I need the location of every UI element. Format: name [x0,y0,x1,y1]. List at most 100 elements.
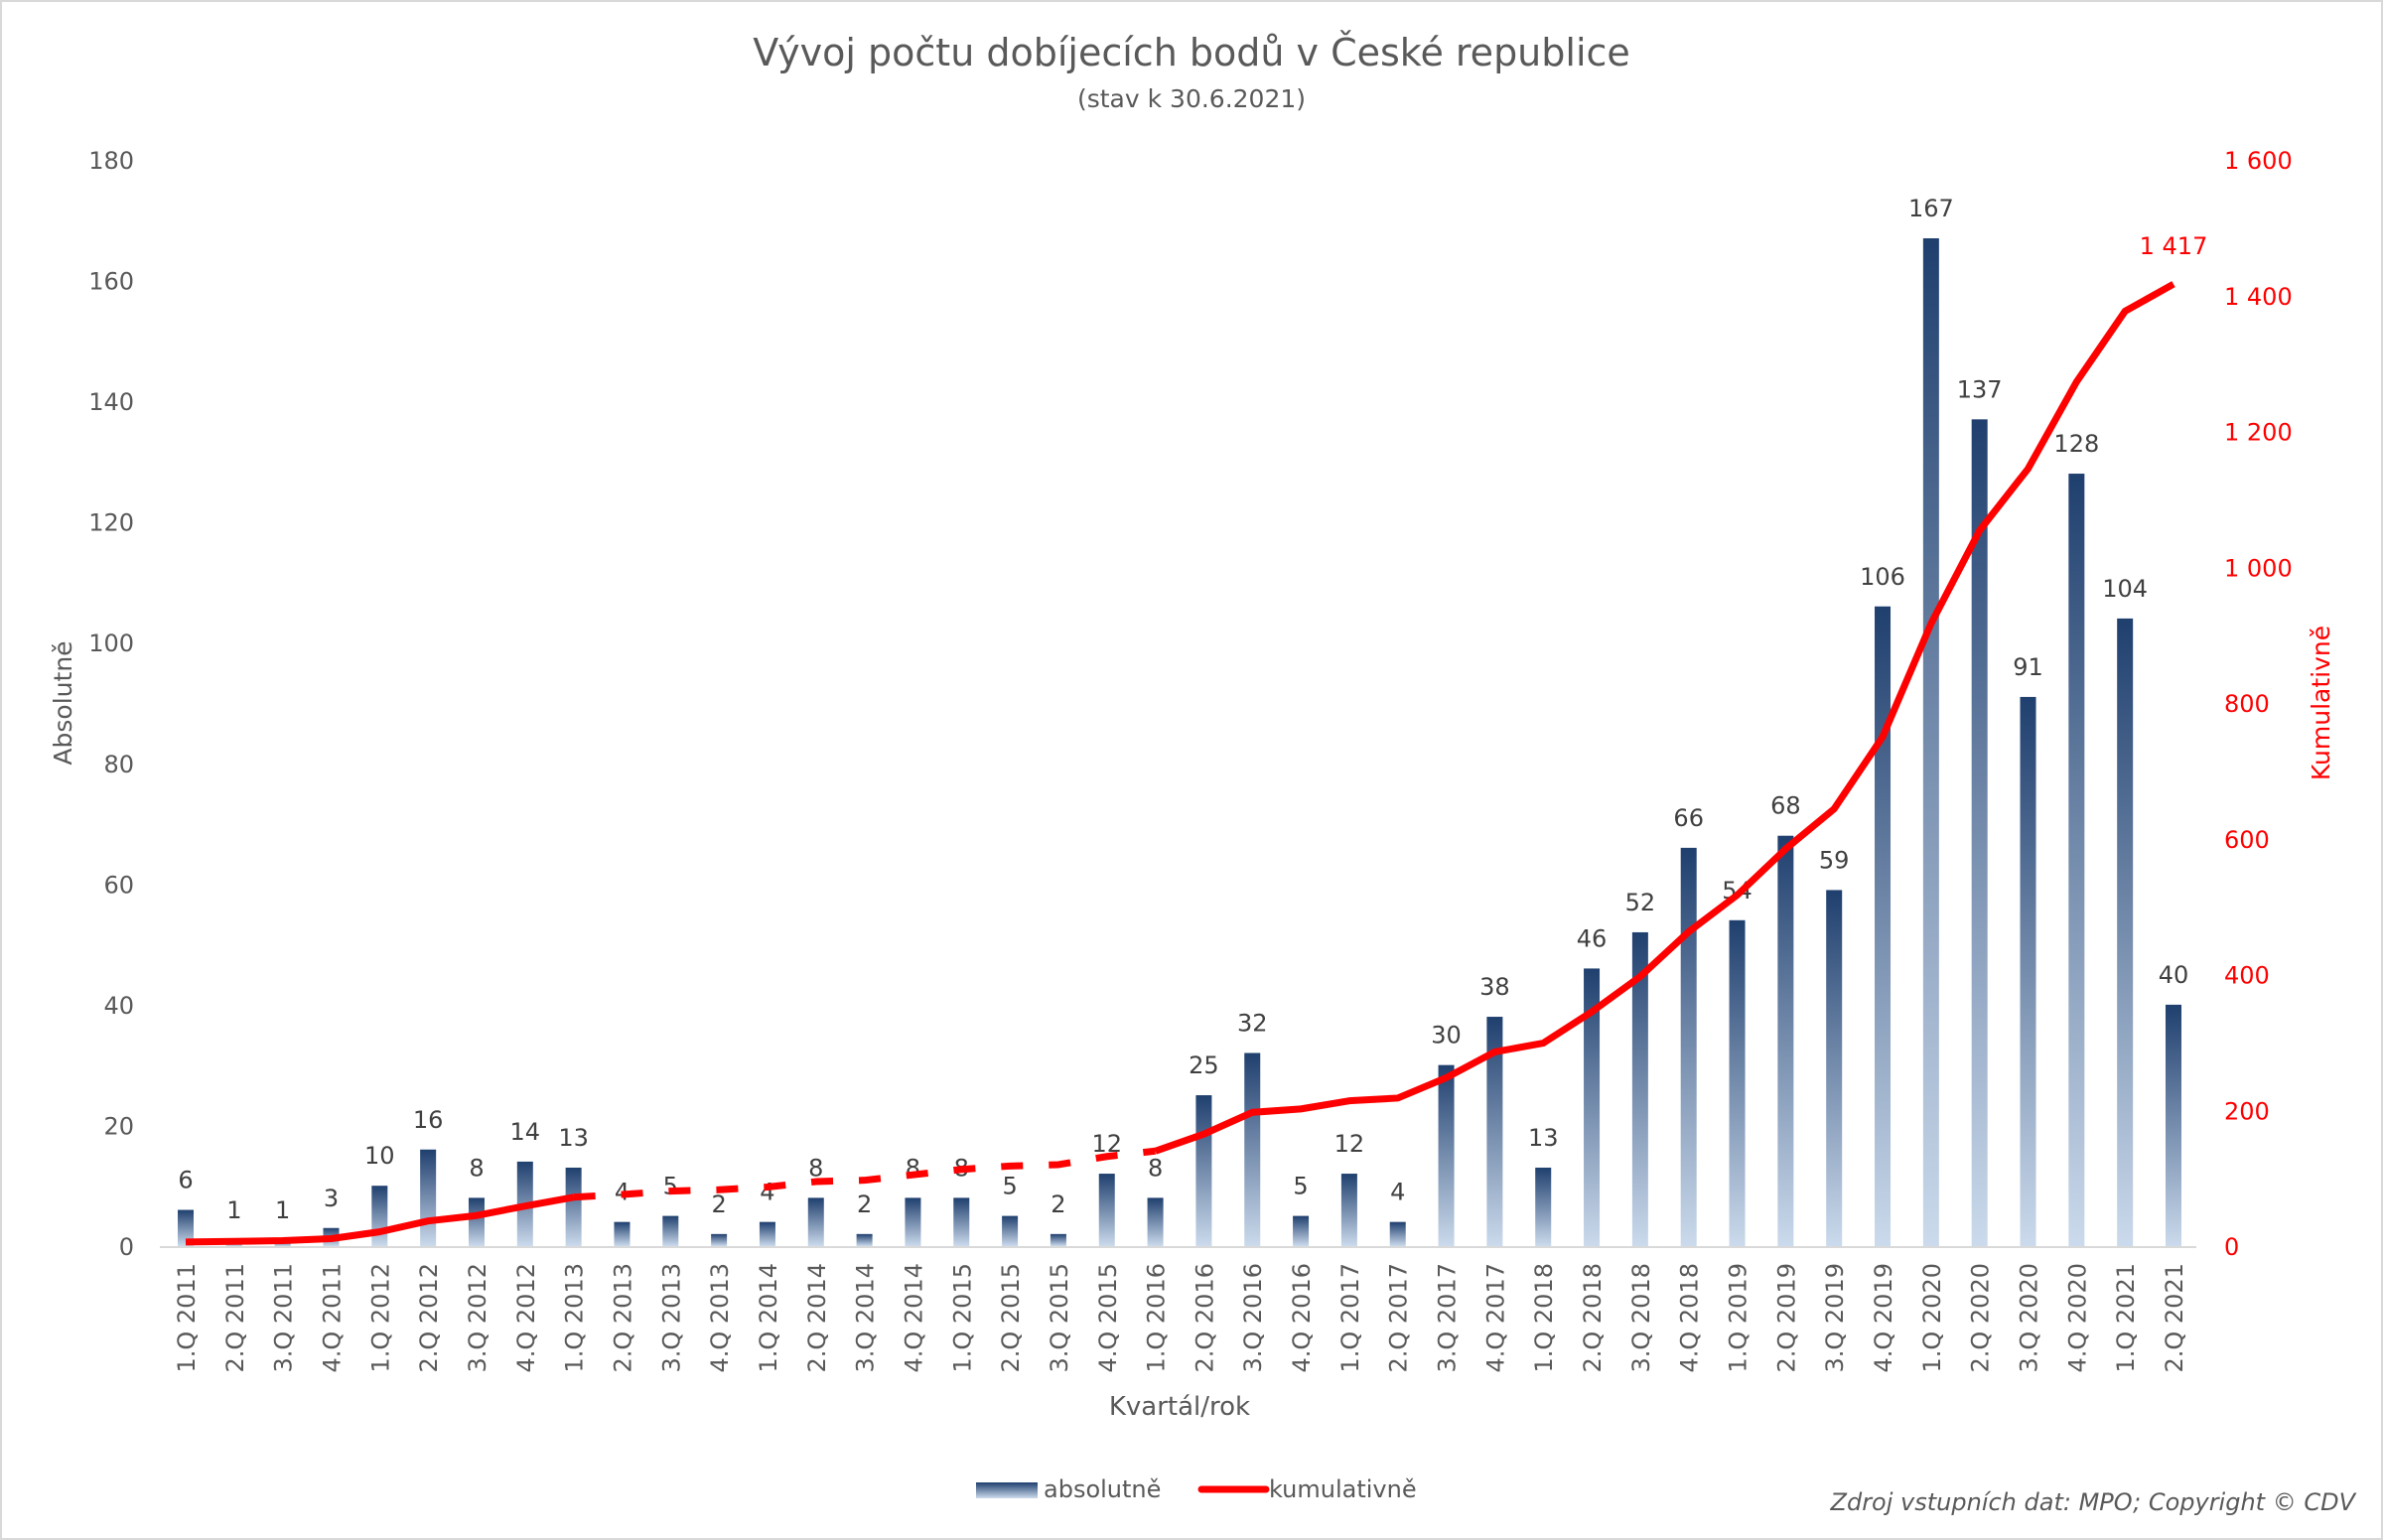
x-tick-label: 4.Q 2012 [512,1263,540,1373]
bar-data-label: 137 [1957,375,2003,403]
bar [1535,1167,1552,1246]
y-tick-label: 80 [103,751,134,778]
x-tick-label: 1.Q 2015 [948,1263,976,1373]
bar [1875,606,1892,1246]
bar [1486,1017,1503,1246]
x-tick-label: 2.Q 2015 [997,1263,1025,1373]
y-tick-label: 40 [103,992,134,1020]
bar [2068,474,2085,1246]
bar [1438,1064,1455,1246]
bar-data-label: 46 [1577,924,1608,952]
bar-data-label: 1 [275,1196,290,1224]
x-tick-label: 2.Q 2017 [1385,1263,1413,1373]
legend-label-kumulativne: kumulativně [1269,1475,1417,1503]
y2-tick-label: 1 400 [2224,283,2293,311]
bar-data-label: 32 [1237,1010,1268,1038]
bar [565,1167,582,1246]
bar-data-label: 106 [1860,563,1905,591]
bar [1971,419,1988,1246]
x-tick-label: 2.Q 2019 [1772,1263,1800,1373]
bar-data-label: 13 [558,1124,589,1152]
y2-tick-label: 1 000 [2224,554,2293,582]
x-tick-label: 3.Q 2013 [657,1263,685,1373]
bar-data-label: 25 [1189,1051,1219,1079]
bar [905,1197,921,1246]
bar [468,1197,485,1246]
x-tick-label: 4.Q 2017 [1481,1263,1509,1373]
x-tick-label: 1.Q 2018 [1530,1263,1558,1373]
x-tick-label: 2.Q 2016 [1191,1263,1218,1373]
bar [856,1233,873,1246]
x-tick-label: 3.Q 2012 [464,1263,491,1373]
x-tick-label: 3.Q 2020 [2016,1263,2043,1373]
bar-data-label: 6 [178,1167,193,1194]
bar [420,1149,437,1246]
chart-subtitle: (stav k 30.6.2021) [1077,84,1306,113]
bar-data-label: 3 [324,1185,339,1212]
x-tick-label: 3.Q 2011 [270,1263,298,1373]
y-tick-label: 100 [88,630,134,657]
bar [953,1197,970,1246]
bar [1002,1215,1019,1246]
x-tick-label: 4.Q 2013 [706,1263,734,1373]
bar-data-label: 5 [1293,1173,1308,1200]
bar-data-label: 128 [2053,430,2099,458]
x-tick-label: 2.Q 2020 [1967,1263,1995,1373]
bar [1584,968,1601,1246]
x-tick-label: 3.Q 2019 [1821,1263,1849,1373]
y2-tick-label: 0 [2224,1233,2239,1261]
bar [1147,1197,1164,1246]
bar [1293,1215,1310,1246]
legend: absolutně kumulativně [976,1475,1417,1503]
cumulative-last-label: 1 417 [2140,232,2208,260]
x-tick-label: 3.Q 2016 [1239,1263,1267,1373]
bar [2117,618,2134,1246]
bar [178,1209,194,1246]
bar [2020,696,2036,1246]
y-tick-label: 140 [88,388,134,416]
bar [711,1233,728,1246]
y2-tick-label: 800 [2224,690,2270,718]
x-tick-label: 1.Q 2017 [1336,1263,1364,1373]
y2-tick-label: 1 200 [2224,419,2293,447]
bar [2166,1004,2181,1246]
y-tick-label: 20 [103,1112,134,1140]
bar-data-label: 8 [469,1154,484,1182]
x-tick-label: 1.Q 2019 [1725,1263,1752,1373]
x-tick-label: 1.Q 2013 [561,1263,589,1373]
y-tick-label: 60 [103,871,134,899]
bar-data-label: 38 [1479,973,1510,1001]
bar [371,1186,388,1246]
source-note: Zdroj vstupních dat: MPO; Copyright © CD… [1830,1488,2357,1516]
x-tick-label: 2.Q 2014 [803,1263,831,1373]
x-tick-label: 2.Q 2011 [221,1263,249,1373]
bar-data-label: 40 [2159,961,2189,989]
bar [1098,1174,1115,1246]
bar [1244,1052,1261,1246]
y2-axis-title: Kumulativně [2307,626,2335,780]
x-tick-label: 1.Q 2016 [1143,1263,1171,1373]
x-tick-label: 1.Q 2021 [2112,1263,2140,1373]
bar [1922,238,1939,1246]
bar-data-label: 2 [857,1190,872,1218]
chart-title: Vývoj počtu dobíjecích bodů v České repu… [753,31,1630,74]
bar-data-label: 13 [1528,1124,1559,1152]
bar-data-label: 30 [1431,1022,1462,1050]
bar [1195,1095,1212,1246]
x-tick-label: 1.Q 2020 [1918,1263,1946,1373]
legend-label-absolutne: absolutně [1044,1475,1161,1503]
x-tick-label: 4.Q 2016 [1288,1263,1316,1373]
bar-data-label: 12 [1334,1130,1365,1158]
bar-data-label: 16 [413,1106,444,1134]
y2-tick-label: 400 [2224,962,2270,990]
y2-tick-label: 200 [2224,1097,2270,1125]
bar [807,1197,824,1246]
x-tick-label: 4.Q 2011 [318,1263,346,1373]
bar-data-label: 104 [2102,575,2148,603]
bar-data-label: 10 [364,1142,395,1170]
bar-data-label: 4 [1390,1179,1405,1206]
bar [1340,1174,1357,1246]
bar-data-label: 8 [1148,1154,1163,1182]
